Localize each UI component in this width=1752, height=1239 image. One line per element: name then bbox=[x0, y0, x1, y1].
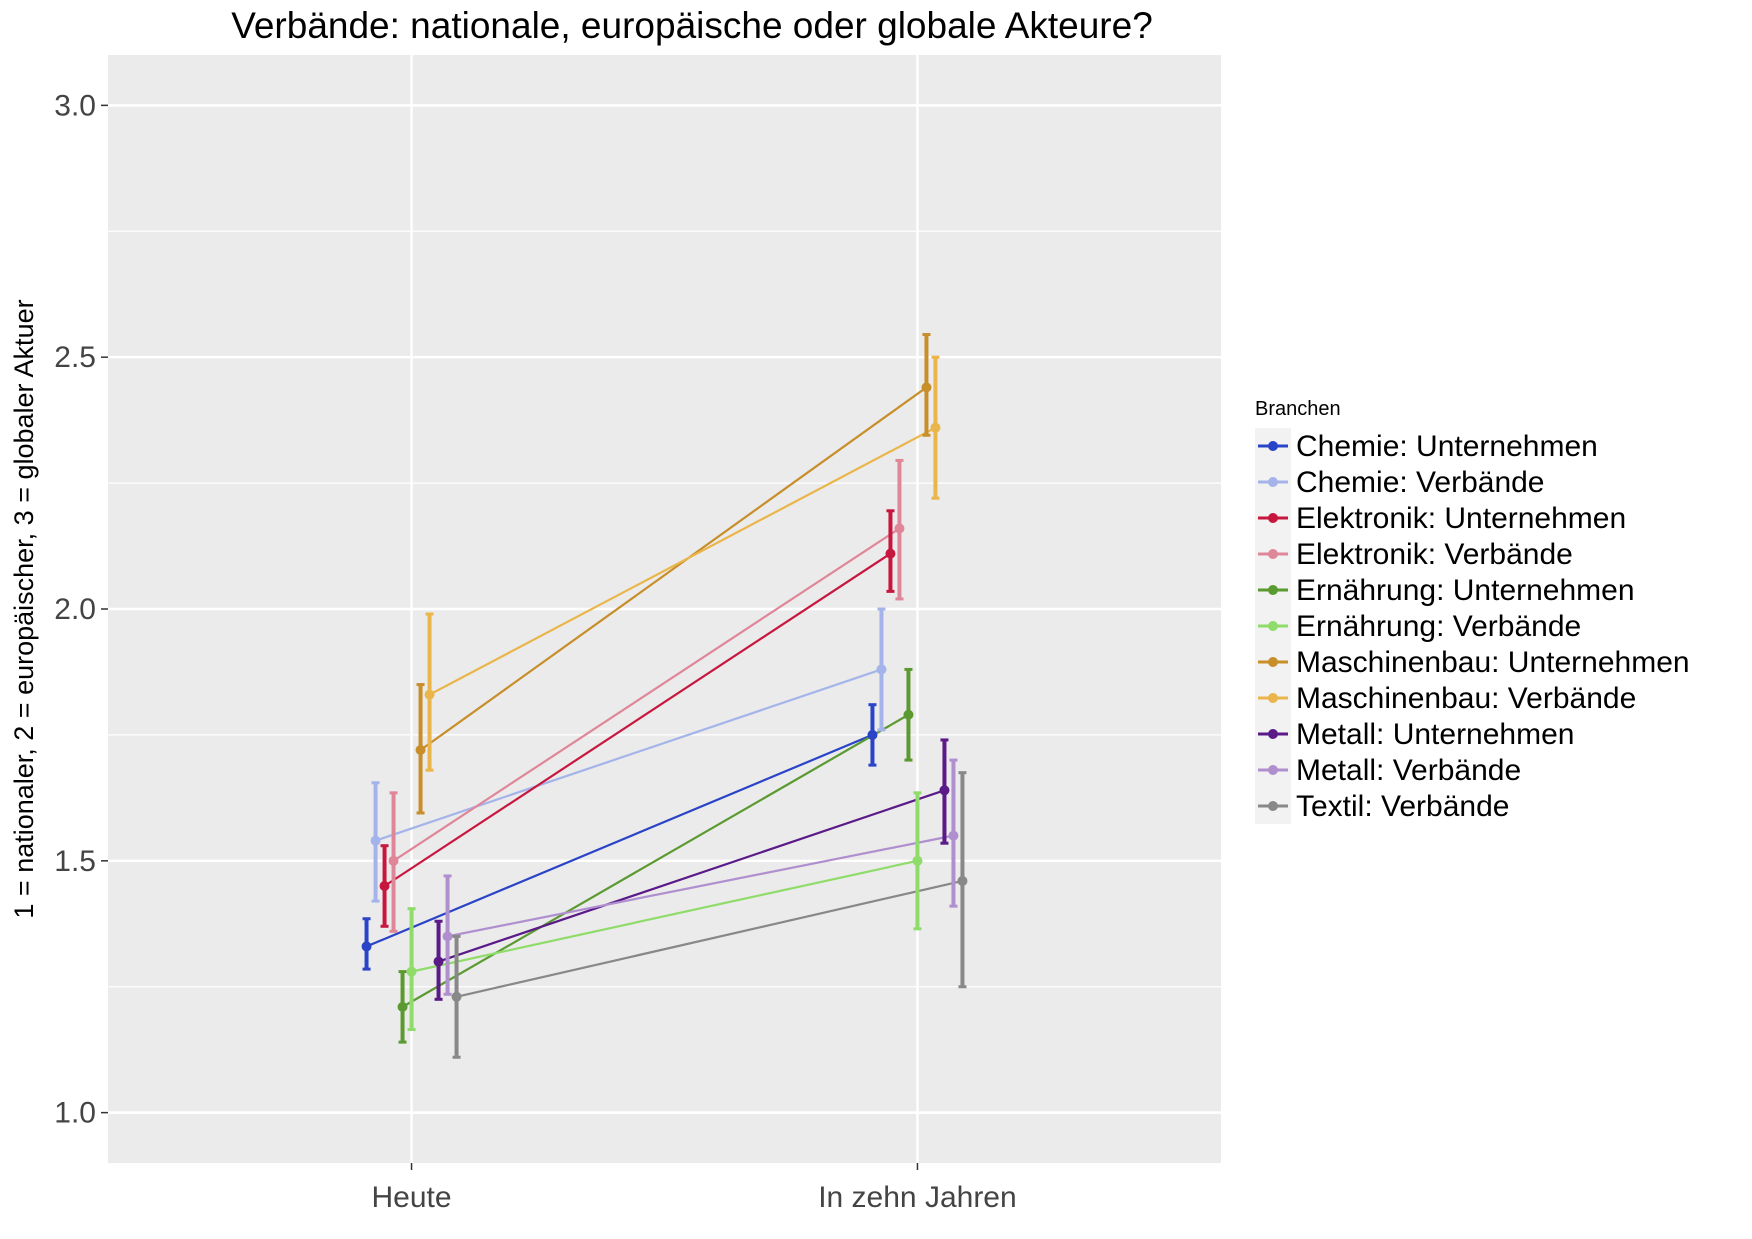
data-point bbox=[921, 382, 932, 393]
data-point bbox=[424, 689, 435, 700]
legend-label: Metall: Verbände bbox=[1296, 754, 1521, 787]
series-line bbox=[392, 527, 901, 862]
data-point bbox=[379, 881, 390, 891]
legend-key-point bbox=[1268, 693, 1278, 703]
legend-title: Branchen bbox=[1255, 398, 1341, 420]
y-tick-label: 1.5 bbox=[54, 845, 96, 878]
data-point bbox=[451, 991, 462, 1002]
y-axis-label: 1 = nationaler, 2 = europäischer, 3 = gl… bbox=[9, 299, 39, 918]
x-tick-label: Heute bbox=[372, 1181, 452, 1214]
legend-key-point bbox=[1268, 765, 1278, 775]
legend-label: Ernährung: Unternehmen bbox=[1296, 574, 1635, 607]
data-point bbox=[939, 785, 950, 796]
y-tick-label: 1.0 bbox=[54, 1097, 96, 1130]
y-tick-label: 2.0 bbox=[54, 593, 96, 626]
series-line bbox=[383, 552, 892, 887]
chart-title: Verbände: nationale, europäische oder gl… bbox=[231, 5, 1153, 46]
legend-key-point bbox=[1268, 621, 1278, 631]
x-tick-label: In zehn Jahren bbox=[818, 1181, 1016, 1214]
series-line bbox=[411, 859, 918, 973]
legend-label: Maschinenbau: Unternehmen bbox=[1296, 646, 1690, 679]
legend-label: Elektronik: Unternehmen bbox=[1296, 502, 1626, 535]
data-point bbox=[433, 956, 444, 967]
data-point bbox=[388, 855, 399, 866]
data-points bbox=[361, 382, 968, 1012]
legend-key-point bbox=[1268, 801, 1278, 811]
legend-key-point bbox=[1268, 549, 1278, 559]
data-point bbox=[885, 548, 896, 559]
data-point bbox=[370, 835, 381, 846]
series-line bbox=[429, 426, 936, 696]
data-point bbox=[397, 1001, 408, 1012]
legend-key-point bbox=[1268, 441, 1278, 451]
series-line bbox=[375, 668, 882, 842]
data-point bbox=[442, 931, 453, 942]
x-axis: Heute In zehn Jahren bbox=[372, 1163, 1017, 1214]
series-line bbox=[401, 713, 910, 1008]
legend-key-point bbox=[1268, 729, 1278, 739]
y-tick-label: 2.5 bbox=[54, 341, 96, 374]
data-point bbox=[912, 855, 923, 866]
error-bars bbox=[362, 333, 967, 1059]
data-point bbox=[903, 709, 914, 720]
legend-label: Chemie: Verbände bbox=[1296, 466, 1545, 499]
series-line bbox=[419, 386, 928, 751]
data-point bbox=[957, 875, 968, 886]
legend-label: Textil: Verbände bbox=[1296, 790, 1509, 823]
y-tick-label: 3.0 bbox=[54, 89, 96, 122]
data-point bbox=[406, 966, 417, 977]
data-point bbox=[948, 830, 959, 841]
legend-key-point bbox=[1268, 585, 1278, 595]
data-point bbox=[894, 523, 905, 534]
data-point bbox=[867, 729, 878, 740]
data-point bbox=[415, 745, 426, 756]
series-lines bbox=[366, 386, 963, 1008]
data-point bbox=[361, 941, 372, 952]
legend-key-point bbox=[1268, 477, 1278, 487]
legend-key-point bbox=[1268, 513, 1278, 523]
legend-label: Elektronik: Verbände bbox=[1296, 538, 1573, 571]
data-point bbox=[876, 664, 887, 675]
series-line bbox=[456, 879, 963, 998]
legend-label: Ernährung: Verbände bbox=[1296, 610, 1581, 643]
legend-label: Chemie: Unternehmen bbox=[1296, 430, 1598, 463]
data-point bbox=[930, 422, 941, 433]
legend-label: Maschinenbau: Verbände bbox=[1296, 682, 1636, 715]
y-axis: 1.0 1.5 2.0 2.5 3.0 bbox=[54, 89, 108, 1130]
series-line bbox=[447, 834, 954, 938]
legend-key-point bbox=[1268, 657, 1278, 667]
series-line bbox=[366, 733, 873, 948]
legend-label: Metall: Unternehmen bbox=[1296, 718, 1574, 751]
series-line bbox=[438, 789, 945, 963]
minor-gridlines bbox=[108, 230, 1221, 988]
